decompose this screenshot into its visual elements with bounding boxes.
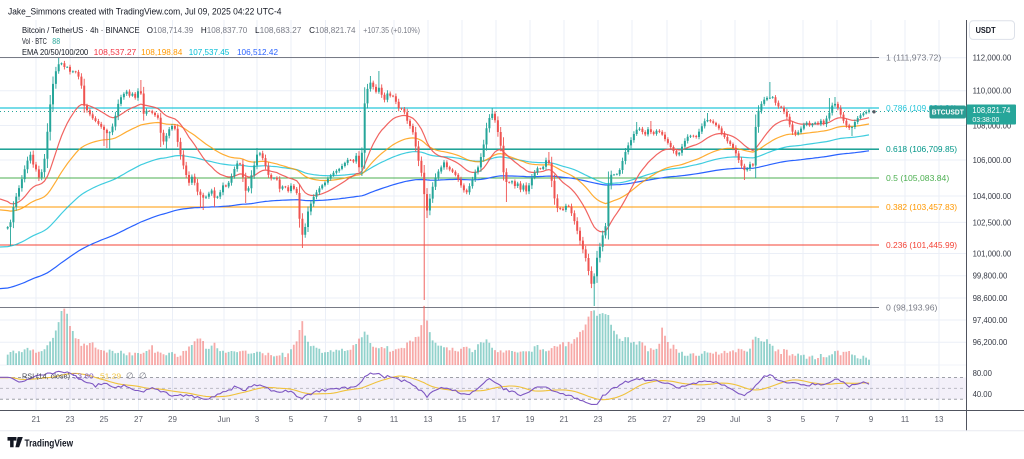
svg-text:23: 23 xyxy=(594,415,603,424)
svg-text:0.236 (101,445.99): 0.236 (101,445.99) xyxy=(886,241,957,250)
svg-text:3: 3 xyxy=(767,415,772,424)
svg-text:19: 19 xyxy=(526,415,535,424)
svg-text:0.618 (106,709.85): 0.618 (106,709.85) xyxy=(886,145,957,154)
svg-text:40.00: 40.00 xyxy=(973,390,993,399)
svg-text:H108,837.70: H108,837.70 xyxy=(201,25,248,35)
svg-text:L108,683.27: L108,683.27 xyxy=(255,25,302,35)
svg-text:BTCUSDT: BTCUSDT xyxy=(932,108,964,117)
svg-text:112,000.00: 112,000.00 xyxy=(973,54,1012,63)
svg-text:107,537.45: 107,537.45 xyxy=(189,47,230,57)
svg-text:53.80: 53.80 xyxy=(73,371,94,380)
svg-text:96,200.00: 96,200.00 xyxy=(973,338,1008,347)
svg-text:13: 13 xyxy=(935,415,944,424)
svg-text:97,400.00: 97,400.00 xyxy=(973,316,1008,325)
svg-text:7: 7 xyxy=(323,415,328,424)
svg-text:1 (111,973.72): 1 (111,973.72) xyxy=(886,53,942,62)
svg-text:13: 13 xyxy=(424,415,433,424)
svg-text:27: 27 xyxy=(134,415,143,424)
svg-text:11: 11 xyxy=(901,415,910,424)
svg-text:21: 21 xyxy=(32,415,41,424)
svg-text:C108,821.74: C108,821.74 xyxy=(309,25,356,35)
svg-text:Jul: Jul xyxy=(730,415,740,424)
svg-text:0.382 (103,457.83): 0.382 (103,457.83) xyxy=(886,203,957,212)
svg-text:TradingView: TradingView xyxy=(25,438,74,450)
svg-text:Vol · BTC: Vol · BTC xyxy=(22,36,47,46)
svg-text:29: 29 xyxy=(697,415,706,424)
svg-text:∅: ∅ xyxy=(126,370,134,380)
svg-text:23: 23 xyxy=(66,415,75,424)
svg-text:110,000.00: 110,000.00 xyxy=(973,87,1012,96)
svg-text:25: 25 xyxy=(100,415,109,424)
svg-text:106,512.42: 106,512.42 xyxy=(237,47,278,57)
svg-text:104,000.00: 104,000.00 xyxy=(973,192,1012,201)
svg-text:108,198.84: 108,198.84 xyxy=(141,47,182,57)
svg-text:27: 27 xyxy=(663,415,672,424)
svg-text:9: 9 xyxy=(869,415,874,424)
svg-text:O108,714.39: O108,714.39 xyxy=(147,25,194,35)
svg-text:98,600.00: 98,600.00 xyxy=(973,294,1008,303)
svg-text:0.5 (105,083.84): 0.5 (105,083.84) xyxy=(886,174,950,183)
svg-text:88: 88 xyxy=(52,36,60,46)
svg-text:Jun: Jun xyxy=(218,415,231,424)
svg-text:7: 7 xyxy=(835,415,840,424)
svg-text:Bitcoin / TetherUS · 4h · BINA: Bitcoin / TetherUS · 4h · BINANCE xyxy=(22,25,140,35)
svg-text:0 (98,193.96): 0 (98,193.96) xyxy=(886,303,938,312)
svg-text:102,500.00: 102,500.00 xyxy=(973,218,1012,227)
svg-text:+107.35 (+0.10%): +107.35 (+0.10%) xyxy=(363,25,420,35)
svg-text:21: 21 xyxy=(560,415,569,424)
svg-text:5: 5 xyxy=(289,415,294,424)
svg-text:11: 11 xyxy=(390,415,399,424)
svg-text:USDT: USDT xyxy=(976,26,996,35)
svg-text:Jake_Simmons created with Trad: Jake_Simmons created with TradingView.co… xyxy=(8,7,282,18)
svg-text:99,800.00: 99,800.00 xyxy=(973,272,1008,281)
svg-text:∅: ∅ xyxy=(139,370,147,380)
svg-text:101,000.00: 101,000.00 xyxy=(973,249,1012,258)
svg-text:5: 5 xyxy=(801,415,806,424)
svg-text:29: 29 xyxy=(168,415,177,424)
svg-text:RSI (14, close): RSI (14, close) xyxy=(22,371,70,380)
svg-text:EMA 20/50/100/200: EMA 20/50/100/200 xyxy=(22,47,88,57)
svg-text:80.00: 80.00 xyxy=(973,369,993,378)
svg-text:15: 15 xyxy=(458,415,467,424)
svg-text:25: 25 xyxy=(628,415,637,424)
svg-text:9: 9 xyxy=(357,415,362,424)
svg-text:3: 3 xyxy=(255,415,260,424)
svg-text:17: 17 xyxy=(492,415,501,424)
svg-text:106,000.00: 106,000.00 xyxy=(973,156,1012,165)
svg-text:03:38:00: 03:38:00 xyxy=(972,115,999,124)
svg-text:108,537.27: 108,537.27 xyxy=(94,47,137,57)
svg-text:51.29: 51.29 xyxy=(100,371,121,380)
